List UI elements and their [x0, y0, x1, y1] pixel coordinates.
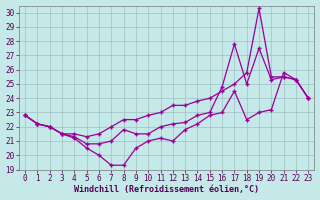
- X-axis label: Windchill (Refroidissement éolien,°C): Windchill (Refroidissement éolien,°C): [74, 185, 259, 194]
